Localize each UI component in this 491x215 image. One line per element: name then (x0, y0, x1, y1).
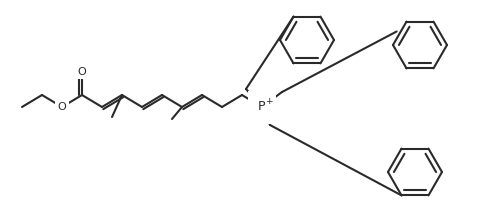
Text: O: O (78, 67, 86, 77)
Text: P: P (258, 100, 266, 114)
Text: +: + (265, 97, 273, 106)
Text: O: O (57, 102, 66, 112)
